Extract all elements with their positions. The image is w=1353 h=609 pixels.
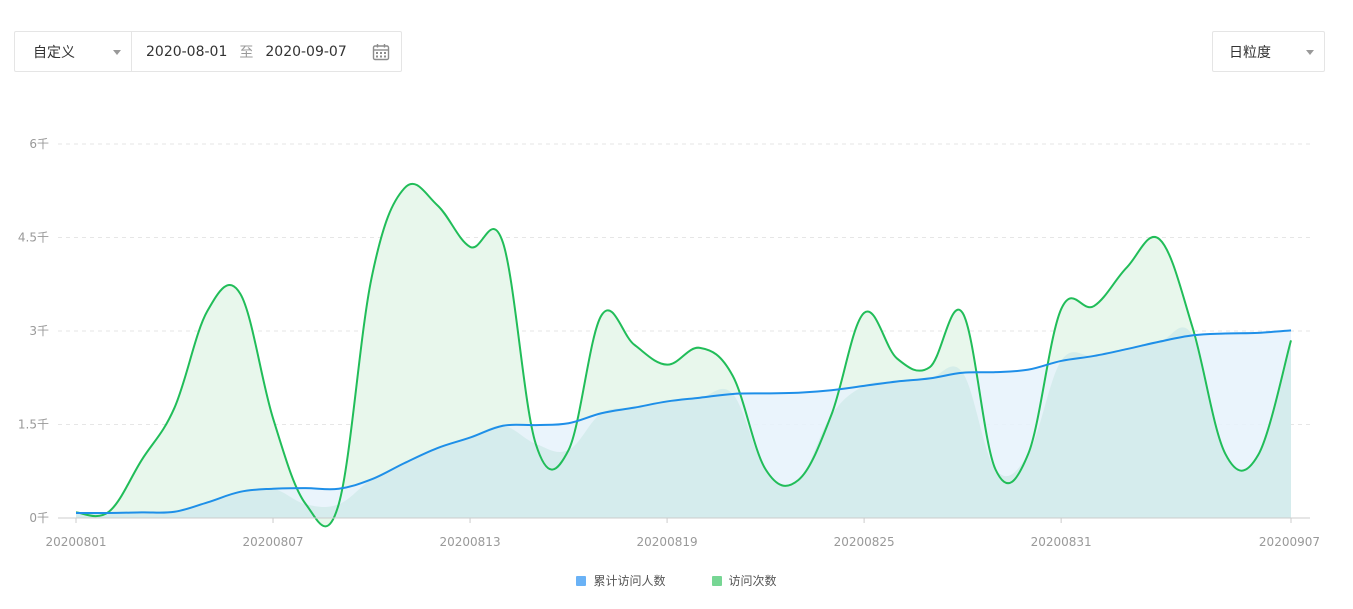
- x-tick-label: 20200825: [834, 535, 895, 549]
- date-from[interactable]: 2020-08-01: [146, 43, 228, 60]
- series-line[interactable]: [75, 182, 1292, 528]
- caret-down-icon: [113, 50, 121, 55]
- y-tick-label: 1.5千: [18, 418, 49, 432]
- x-tick-label: 20200907: [1259, 535, 1320, 549]
- legend-label: 访问次数: [728, 574, 777, 588]
- date-to[interactable]: 2020-09-07: [265, 43, 347, 60]
- caret-down-icon: [1306, 50, 1314, 55]
- series-overlap-area: [76, 327, 1291, 518]
- legend-item[interactable]: 累计访问人数: [576, 572, 666, 589]
- legend-swatch: [711, 575, 722, 586]
- x-tick-label: 20200819: [637, 535, 698, 549]
- legend-swatch: [576, 575, 587, 586]
- legend-label: 累计访问人数: [593, 574, 666, 588]
- series-lines: [75, 182, 1292, 528]
- x-tick-label: 20200831: [1031, 535, 1092, 549]
- x-tick-label: 20200807: [242, 535, 303, 549]
- granularity-select-value: 日粒度: [1229, 44, 1271, 61]
- y-tick-label: 0千: [29, 511, 49, 525]
- y-tick-label: 3千: [29, 324, 49, 338]
- y-tick-label: 4.5千: [18, 231, 49, 245]
- axes: 0千 1.5千 3千 4.5千 6千 20200801 20200807 20200813 20…: [18, 137, 1320, 549]
- calendar-icon[interactable]: [372, 43, 390, 61]
- date-separator: 至: [239, 44, 254, 61]
- date-range-picker[interactable]: 2020-08-01 至 2020-09-07: [132, 31, 402, 72]
- legend-item[interactable]: 访问次数: [711, 572, 777, 589]
- y-tick-label: 6千: [29, 137, 49, 151]
- range-select[interactable]: 自定义: [14, 31, 132, 72]
- granularity-select[interactable]: 日粒度: [1212, 31, 1325, 72]
- date-toolbar: 自定义 2020-08-01 至 2020-09-07: [14, 31, 402, 72]
- x-tick-label: 20200801: [45, 535, 106, 549]
- x-tick-label: 20200813: [440, 535, 501, 549]
- range-select-value: 自定义: [33, 44, 75, 61]
- chart-legend: 累计访问人数 访问次数: [0, 572, 1353, 589]
- series-line[interactable]: [75, 329, 1292, 515]
